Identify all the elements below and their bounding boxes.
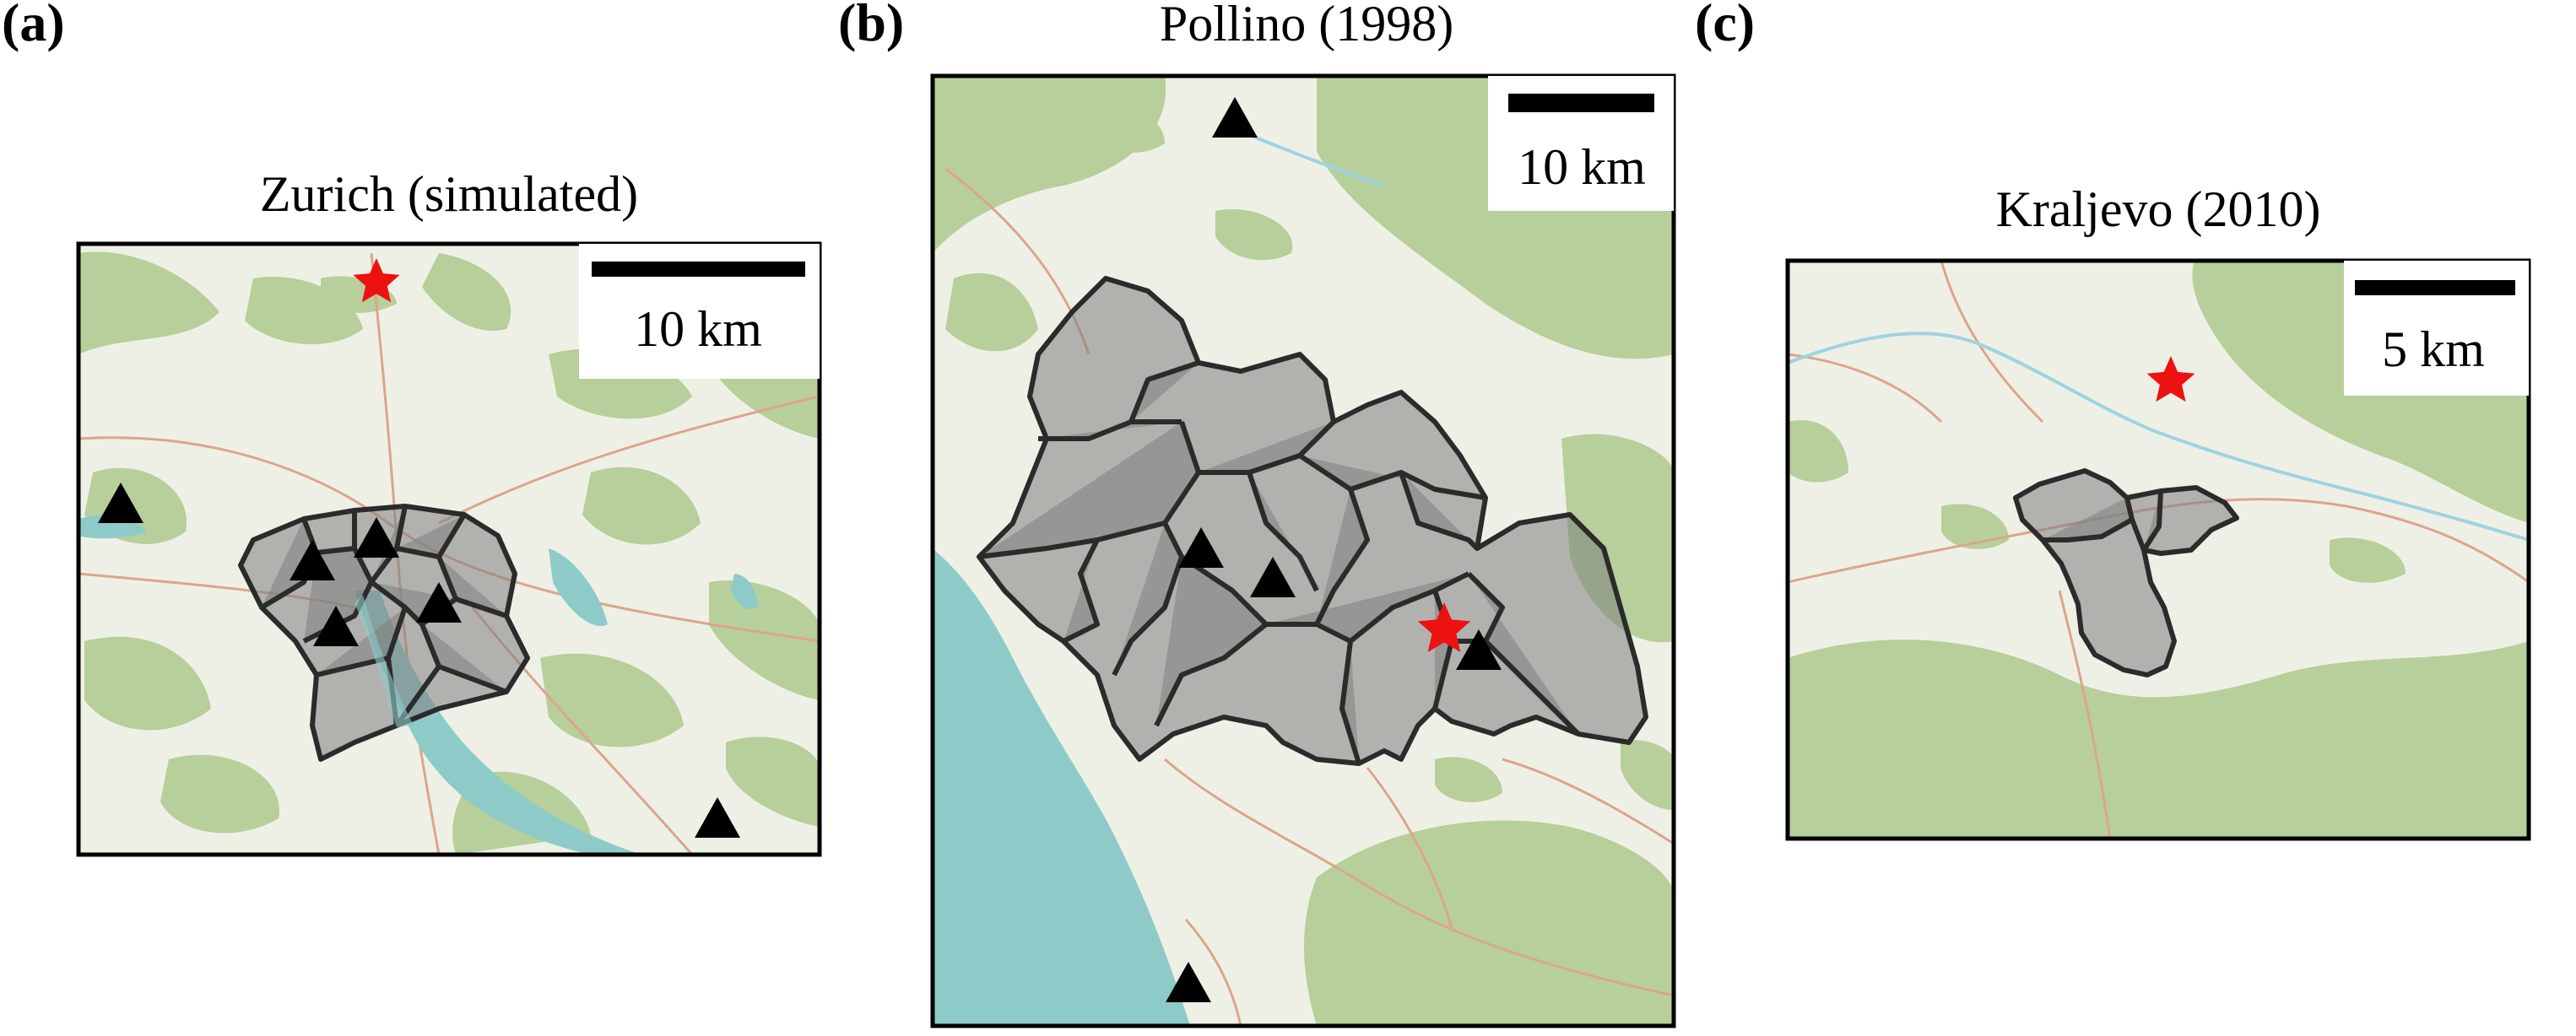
- triangle-icon: [1212, 97, 1258, 138]
- stations-b: [1166, 97, 1502, 1002]
- scale-label-a: 10 km: [634, 301, 762, 357]
- sea: [933, 548, 1190, 1026]
- map-a-frame: [76, 241, 822, 857]
- triangle-icon: [98, 483, 143, 523]
- regions-c: [2013, 468, 2239, 677]
- scale-label-c: 5 km: [2382, 321, 2485, 377]
- triangle-icon: [1250, 557, 1296, 597]
- panel-c-letter: (c): [1695, 0, 1755, 52]
- lake-overlay: [354, 595, 414, 727]
- map-b-frame: [930, 73, 1676, 1028]
- panel-a-title: Zurich (simulated): [260, 166, 638, 222]
- panel-b-letter: (b): [838, 0, 904, 52]
- triangle-icon: [1166, 962, 1211, 1002]
- panel-a: (a) Zurich (simulated): [2, 0, 822, 857]
- triangle-icon: [290, 540, 335, 580]
- triangle-icon: [313, 606, 359, 646]
- map-c-frame: [1785, 258, 2531, 841]
- panel-b: (b) Pollino (1998): [838, 0, 1676, 1028]
- map-b: [933, 76, 1674, 1026]
- triangle-icon: [695, 797, 740, 838]
- panel-c: (c) Kraljevo (2010): [1695, 0, 2531, 841]
- red-star-icon: [353, 258, 400, 303]
- scale-bar-a: 10 km: [579, 244, 820, 379]
- river: [1788, 332, 2529, 542]
- stations-a: [98, 483, 740, 838]
- triangle-icon: [354, 517, 399, 558]
- scale-bar-c: 5 km: [2344, 261, 2529, 396]
- triangle-icon: [416, 582, 462, 623]
- river: [1248, 133, 1385, 187]
- triangle-icon: [1178, 527, 1224, 568]
- scale-label-b: 10 km: [1518, 139, 1646, 195]
- red-star-icon: [2146, 356, 2195, 402]
- panel-a-letter: (a): [2, 0, 65, 52]
- scale-bar-b: 10 km: [1488, 76, 1674, 211]
- panel-b-title: Pollino (1998): [1160, 0, 1453, 51]
- triangle-icon: [1456, 629, 1502, 670]
- panel-c-title: Kraljevo (2010): [1996, 181, 2321, 237]
- red-star-icon: [1417, 602, 1471, 652]
